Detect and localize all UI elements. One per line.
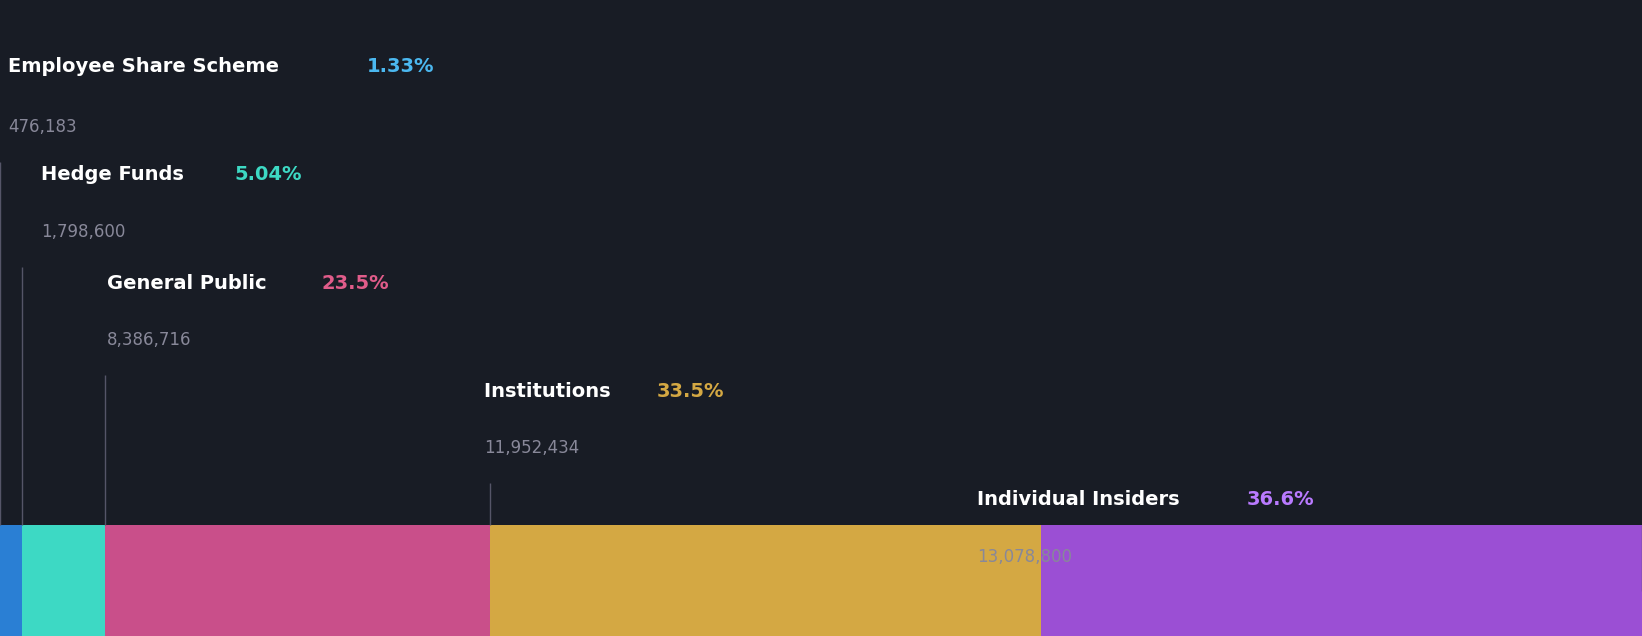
Text: General Public: General Public bbox=[107, 273, 273, 293]
Text: 33.5%: 33.5% bbox=[657, 382, 724, 401]
Text: 36.6%: 36.6% bbox=[1248, 490, 1315, 509]
Text: 476,183: 476,183 bbox=[8, 118, 77, 136]
Text: Employee Share Scheme: Employee Share Scheme bbox=[8, 57, 286, 76]
Text: 11,952,434: 11,952,434 bbox=[484, 439, 580, 457]
Bar bbox=[21, 525, 105, 636]
Text: 23.5%: 23.5% bbox=[322, 273, 389, 293]
Text: 1.33%: 1.33% bbox=[366, 57, 433, 76]
Text: 8,386,716: 8,386,716 bbox=[107, 331, 190, 349]
Bar bbox=[105, 525, 491, 636]
Text: Individual Insiders: Individual Insiders bbox=[977, 490, 1187, 509]
Bar bbox=[491, 525, 1041, 636]
Text: 13,078,800: 13,078,800 bbox=[977, 548, 1072, 565]
Text: 5.04%: 5.04% bbox=[235, 165, 302, 184]
Text: Hedge Funds: Hedge Funds bbox=[41, 165, 190, 184]
Text: Institutions: Institutions bbox=[484, 382, 617, 401]
Bar bbox=[1041, 525, 1642, 636]
Text: 1,798,600: 1,798,600 bbox=[41, 223, 125, 241]
Bar bbox=[0, 525, 21, 636]
